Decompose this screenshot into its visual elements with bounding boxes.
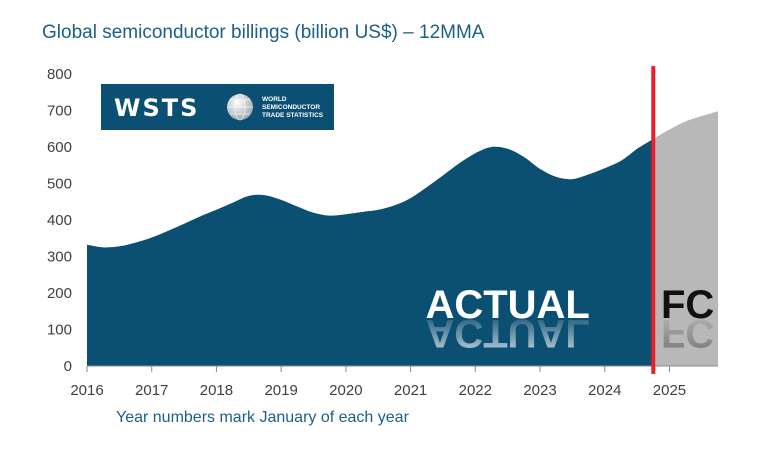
fc-label-reflection: FC <box>661 311 714 355</box>
x-tick-label: 2024 <box>588 382 621 399</box>
y-tick-label: 0 <box>64 358 72 375</box>
actual-label-reflection: ACTUAL <box>425 311 589 355</box>
y-tick-label: 300 <box>47 249 72 266</box>
x-tick-label: 2025 <box>653 382 686 399</box>
fc-label: FC <box>661 283 714 327</box>
fc-label-group: FC FC <box>661 283 714 355</box>
y-tick-label: 400 <box>47 212 72 229</box>
area-series-fc <box>653 111 718 366</box>
x-tick-label: 2019 <box>264 382 297 399</box>
x-tick-label: 2017 <box>135 382 168 399</box>
x-tick-label: 2018 <box>200 382 233 399</box>
actual-label-group: ACTUAL ACTUAL <box>425 283 589 355</box>
chart-title: Global semiconductor billings (billion U… <box>42 22 485 43</box>
wsts-logo-line-3: TRADE STATISTICS <box>262 112 324 119</box>
x-axis: 2016 2017 2018 2019 2020 2021 2022 2023 2024 2025 <box>70 365 718 399</box>
chart-areas <box>87 111 718 366</box>
x-tick-label: 2021 <box>394 382 427 399</box>
wsts-logo-mark: WSTS <box>114 94 199 122</box>
x-tick-label: 2023 <box>523 382 556 399</box>
y-axis: 0 100 200 300 400 500 600 700 800 <box>47 66 72 375</box>
y-tick-label: 800 <box>47 66 72 83</box>
area-series-actual <box>87 139 654 366</box>
x-tick-label: 2016 <box>70 382 103 399</box>
y-tick-label: 200 <box>47 285 72 302</box>
y-tick-label: 600 <box>47 139 72 156</box>
actual-label: ACTUAL <box>425 283 589 327</box>
wsts-logo-line-2: SEMICONDUCTOR <box>262 104 320 111</box>
y-tick-label: 500 <box>47 176 72 193</box>
y-tick-label: 700 <box>47 103 72 120</box>
y-tick-label: 100 <box>47 322 72 339</box>
x-tick-label: 2020 <box>329 382 362 399</box>
wsts-logo-line-1: WORLD <box>262 96 287 103</box>
chart-note: Year numbers mark January of each year <box>116 409 409 426</box>
x-tick-label: 2022 <box>459 382 492 399</box>
wsts-logo: WSTS WORLD SEMICONDUCTOR TRADE STATISTIC… <box>101 84 334 130</box>
